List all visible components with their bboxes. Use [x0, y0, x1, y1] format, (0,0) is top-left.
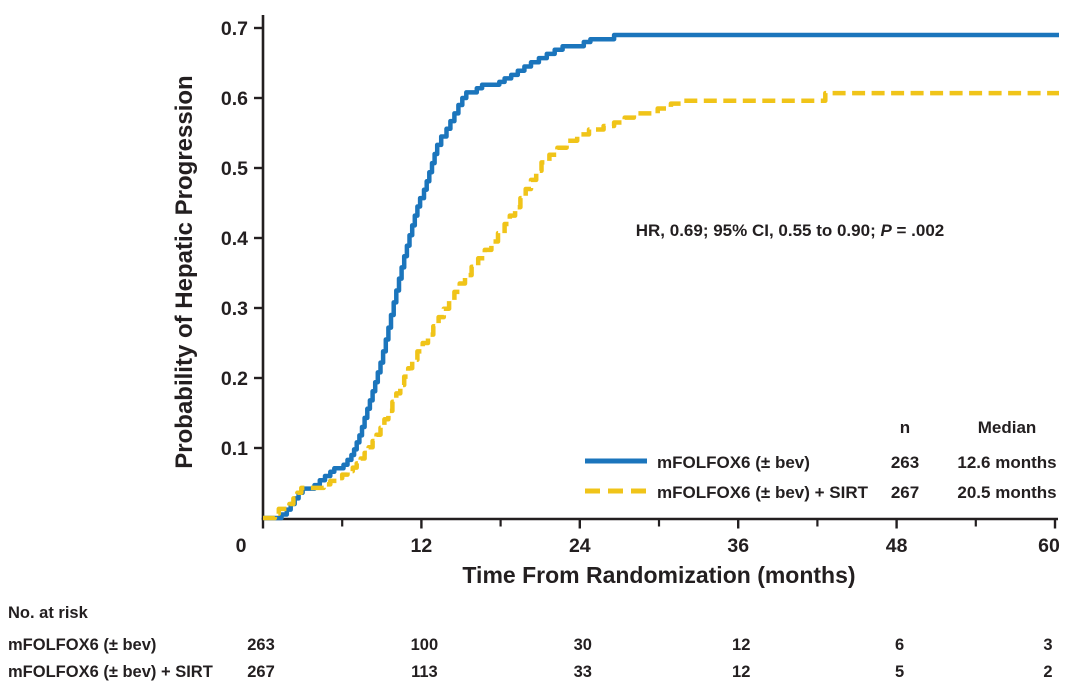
x-tick-label: 36 — [727, 535, 749, 557]
y-tick-label: 0.4 — [221, 228, 248, 250]
x-axis-title: Time From Randomization (months) — [462, 562, 855, 588]
risk-row: mFOLFOX6 (± bev) + SIRT 267 113 33 12 5 2 — [8, 663, 1053, 681]
risk-count: 267 — [247, 663, 275, 681]
curve-sirt-arm — [263, 90, 1059, 521]
risk-table: No. at risk mFOLFOX6 (± bev) 263 100 30 12 6 3… — [8, 604, 1053, 681]
risk-count: 5 — [895, 663, 904, 681]
x-tick-label: 60 — [1038, 535, 1060, 557]
hr-annotation-prefix: HR, 0.69; 95% CI, 0.55 to 0.90; — [636, 221, 881, 240]
legend: n Median mFOLFOX6 (± bev) 263 12.6 monthsm… — [585, 418, 1057, 502]
y-tick-label: 0.6 — [221, 88, 248, 110]
risk-row-label: mFOLFOX6 (± bev) — [8, 636, 156, 654]
y-tick-label: 0.7 — [221, 18, 248, 40]
y-tick-label: 0.1 — [221, 438, 248, 460]
legend-n-value: 263 — [891, 453, 919, 472]
legend-series-label: mFOLFOX6 (± bev) — [657, 453, 810, 472]
p-value-text: = .002 — [892, 221, 944, 240]
y-tick-label: 0.2 — [221, 368, 248, 390]
legend-row: mFOLFOX6 (± bev) + SIRT 267 20.5 months — [585, 483, 1057, 502]
x-tick-label: 48 — [886, 535, 908, 557]
x-tick-label: 24 — [569, 535, 591, 557]
legend-median-value: 12.6 months — [957, 453, 1056, 472]
legend-n-header: n — [900, 418, 910, 437]
axes: 0 12 24 36 48 60 0.1 0.2 0.3 0.4 0.5 0.6 0.7 — [221, 15, 1060, 557]
y-tick-label: 0.5 — [221, 158, 248, 180]
risk-count: 100 — [411, 636, 439, 654]
risk-count: 3 — [1043, 636, 1052, 654]
risk-count: 263 — [247, 636, 275, 654]
risk-count: 12 — [732, 636, 750, 654]
risk-count: 30 — [574, 636, 592, 654]
legend-median-value: 20.5 months — [957, 483, 1056, 502]
risk-count: 2 — [1043, 663, 1052, 681]
x-tick-label: 12 — [411, 535, 433, 557]
survival-curves — [263, 32, 1059, 521]
p-value-symbol: P — [880, 221, 892, 240]
legend-row: mFOLFOX6 (± bev) 263 12.6 months — [585, 453, 1057, 472]
risk-row-label: mFOLFOX6 (± bev) + SIRT — [8, 663, 213, 681]
x-tick-label: 0 — [236, 535, 247, 557]
risk-count: 12 — [732, 663, 750, 681]
hr-annotation: HR, 0.69; 95% CI, 0.55 to 0.90; P = .002 — [636, 221, 945, 240]
legend-series-label: mFOLFOX6 (± bev) + SIRT — [657, 483, 869, 502]
risk-count: 33 — [574, 663, 592, 681]
legend-n-value: 267 — [891, 483, 919, 502]
risk-count: 6 — [895, 636, 904, 654]
risk-table-title: No. at risk — [8, 604, 89, 622]
risk-row: mFOLFOX6 (± bev) 263 100 30 12 6 3 — [8, 636, 1053, 654]
risk-count: 113 — [411, 663, 438, 681]
legend-median-header: Median — [978, 418, 1037, 437]
y-tick-label: 0.3 — [221, 298, 248, 320]
y-axis-title: Probability of Hepatic Progression — [171, 75, 198, 468]
curve-control-arm — [263, 32, 1059, 521]
